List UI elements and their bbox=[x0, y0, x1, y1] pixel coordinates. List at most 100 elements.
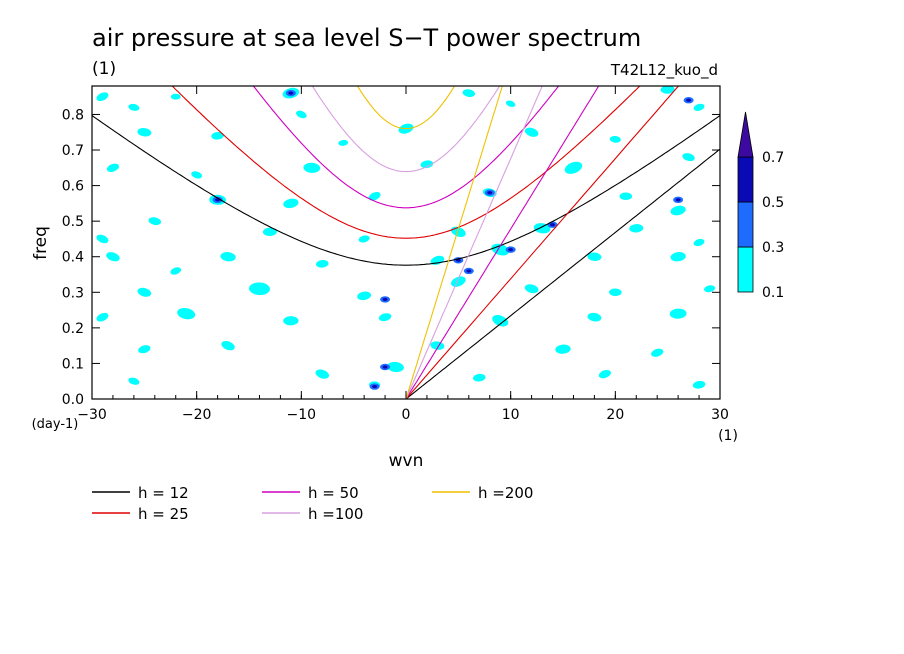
spectrum-peak-core bbox=[686, 98, 692, 102]
spectrum-blob bbox=[555, 344, 571, 354]
spectrum-blob bbox=[619, 192, 633, 201]
x-tick-label: −30 bbox=[77, 407, 107, 423]
x-tick-label: 10 bbox=[502, 407, 520, 423]
spectrum-field bbox=[96, 86, 716, 390]
y-tick-label: 0.8 bbox=[62, 107, 84, 123]
x-tick-label: −20 bbox=[182, 407, 212, 423]
spectrum-blob bbox=[177, 307, 196, 320]
spectrum-blob bbox=[148, 217, 162, 226]
spectrum-blob bbox=[221, 340, 235, 351]
colorbar-segment bbox=[737, 246, 754, 293]
axis-ticks: −30 −20 −10 0 10 20 30 0.0 0.1 0.2 0.3 0.4 0.5 0.6 0.7… bbox=[62, 86, 729, 423]
spectrum-peak-core bbox=[508, 248, 514, 252]
colorbar-extend bbox=[737, 111, 754, 158]
spectrum-blob bbox=[220, 252, 236, 262]
spectrum-blob bbox=[137, 287, 152, 297]
spectrum-blob bbox=[315, 369, 330, 379]
spectrum-blob bbox=[137, 127, 152, 137]
spectrum-blob bbox=[211, 131, 224, 140]
y-tick-label: 0.1 bbox=[62, 356, 84, 372]
legend-label: h = 12 bbox=[138, 484, 189, 502]
x-tick-label: 30 bbox=[711, 407, 729, 423]
gravity-curve bbox=[252, 86, 560, 209]
spectrum-blob bbox=[296, 110, 307, 119]
spectrum-blob bbox=[128, 377, 140, 385]
spectrum-blob bbox=[692, 380, 706, 389]
spectrum-blob bbox=[669, 308, 687, 319]
y-tick-label: 0.5 bbox=[62, 214, 84, 230]
kelvin-curve bbox=[405, 86, 503, 399]
colorbar-segment bbox=[737, 156, 754, 203]
spectrum-blob bbox=[283, 198, 299, 209]
spectrum-blob bbox=[248, 282, 270, 296]
colorbar-label: 0.1 bbox=[762, 285, 784, 301]
legend: h = 12 h = 25 h = 50 h =100 h =200 bbox=[92, 484, 533, 523]
spectrum-blob bbox=[420, 160, 434, 169]
gravity-curve bbox=[92, 115, 720, 266]
spectrum-blob bbox=[338, 139, 349, 146]
spectrum-blob bbox=[106, 252, 120, 262]
y-tick-label: 0.0 bbox=[62, 392, 84, 408]
spectrum-blob bbox=[492, 315, 509, 327]
spectrum-blob bbox=[170, 93, 181, 100]
spectrum-peak-core bbox=[372, 384, 378, 389]
spectrum-blob bbox=[587, 252, 602, 261]
y-tick-label: 0.6 bbox=[62, 179, 84, 195]
spectrum-blob bbox=[693, 238, 705, 247]
spectrum-blob bbox=[378, 313, 392, 322]
spectrum-blob bbox=[564, 161, 583, 174]
y-units-label: (day-1) bbox=[32, 417, 79, 432]
spectrum-blob bbox=[609, 288, 622, 297]
kelvin-curve bbox=[405, 86, 543, 399]
x-units-label: (1) bbox=[718, 428, 738, 444]
x-tick-label: −10 bbox=[287, 407, 317, 423]
spectrum-blob bbox=[96, 312, 109, 322]
colorbar-segment bbox=[737, 201, 754, 248]
y-tick-label: 0.4 bbox=[62, 250, 84, 266]
spectrum-blob bbox=[524, 284, 539, 294]
spectrum-blob bbox=[315, 260, 329, 268]
spectrum-blob bbox=[598, 369, 611, 379]
colorbar-label: 0.7 bbox=[762, 150, 784, 166]
colorbar-label: 0.3 bbox=[762, 240, 784, 256]
dispersion-curves bbox=[92, 86, 720, 399]
colorbar-label: 0.5 bbox=[762, 195, 784, 211]
chart-title: air pressure at sea level S−T power spec… bbox=[92, 24, 641, 52]
gravity-curve bbox=[356, 86, 456, 130]
units-label: (1) bbox=[92, 59, 116, 79]
spectrum-blob bbox=[128, 103, 140, 111]
spectrum-blob bbox=[670, 205, 686, 216]
spectrum-blob bbox=[670, 252, 686, 262]
spectrum-blob bbox=[358, 235, 370, 243]
spectrum-blob bbox=[451, 276, 466, 287]
spectrum-blob bbox=[682, 153, 695, 162]
spectrum-blob bbox=[693, 103, 705, 111]
legend-label: h = 50 bbox=[308, 484, 359, 502]
spectrum-blob bbox=[96, 92, 109, 102]
spectrum-peak-core bbox=[550, 223, 556, 227]
gravity-curve bbox=[171, 86, 641, 239]
gravity-curve bbox=[311, 86, 501, 173]
spectrum-blob bbox=[533, 223, 551, 234]
spectrum-blob bbox=[303, 162, 321, 173]
spectrum-blob bbox=[368, 191, 381, 201]
spectrum-blob bbox=[106, 163, 119, 172]
y-axis-label: freq bbox=[31, 226, 51, 260]
spectrum-blob bbox=[651, 348, 664, 357]
spectrum-blob bbox=[430, 341, 445, 350]
kelvin-curve bbox=[405, 86, 680, 399]
run-label: T42L12_kuo_d bbox=[610, 61, 718, 80]
kelvin-curve bbox=[405, 86, 600, 399]
spectrum-blob bbox=[629, 224, 644, 233]
spectrum-blob bbox=[462, 89, 476, 97]
spectrum-blob bbox=[387, 361, 404, 373]
spectrum-blob bbox=[283, 316, 299, 326]
y-tick-label: 0.3 bbox=[62, 285, 84, 301]
spectrum-peak-core bbox=[382, 297, 388, 302]
legend-label: h =100 bbox=[308, 505, 363, 523]
spectrum-peak-core bbox=[487, 191, 493, 195]
spectrum-blob bbox=[262, 227, 277, 237]
spectrum-blob bbox=[170, 267, 182, 275]
